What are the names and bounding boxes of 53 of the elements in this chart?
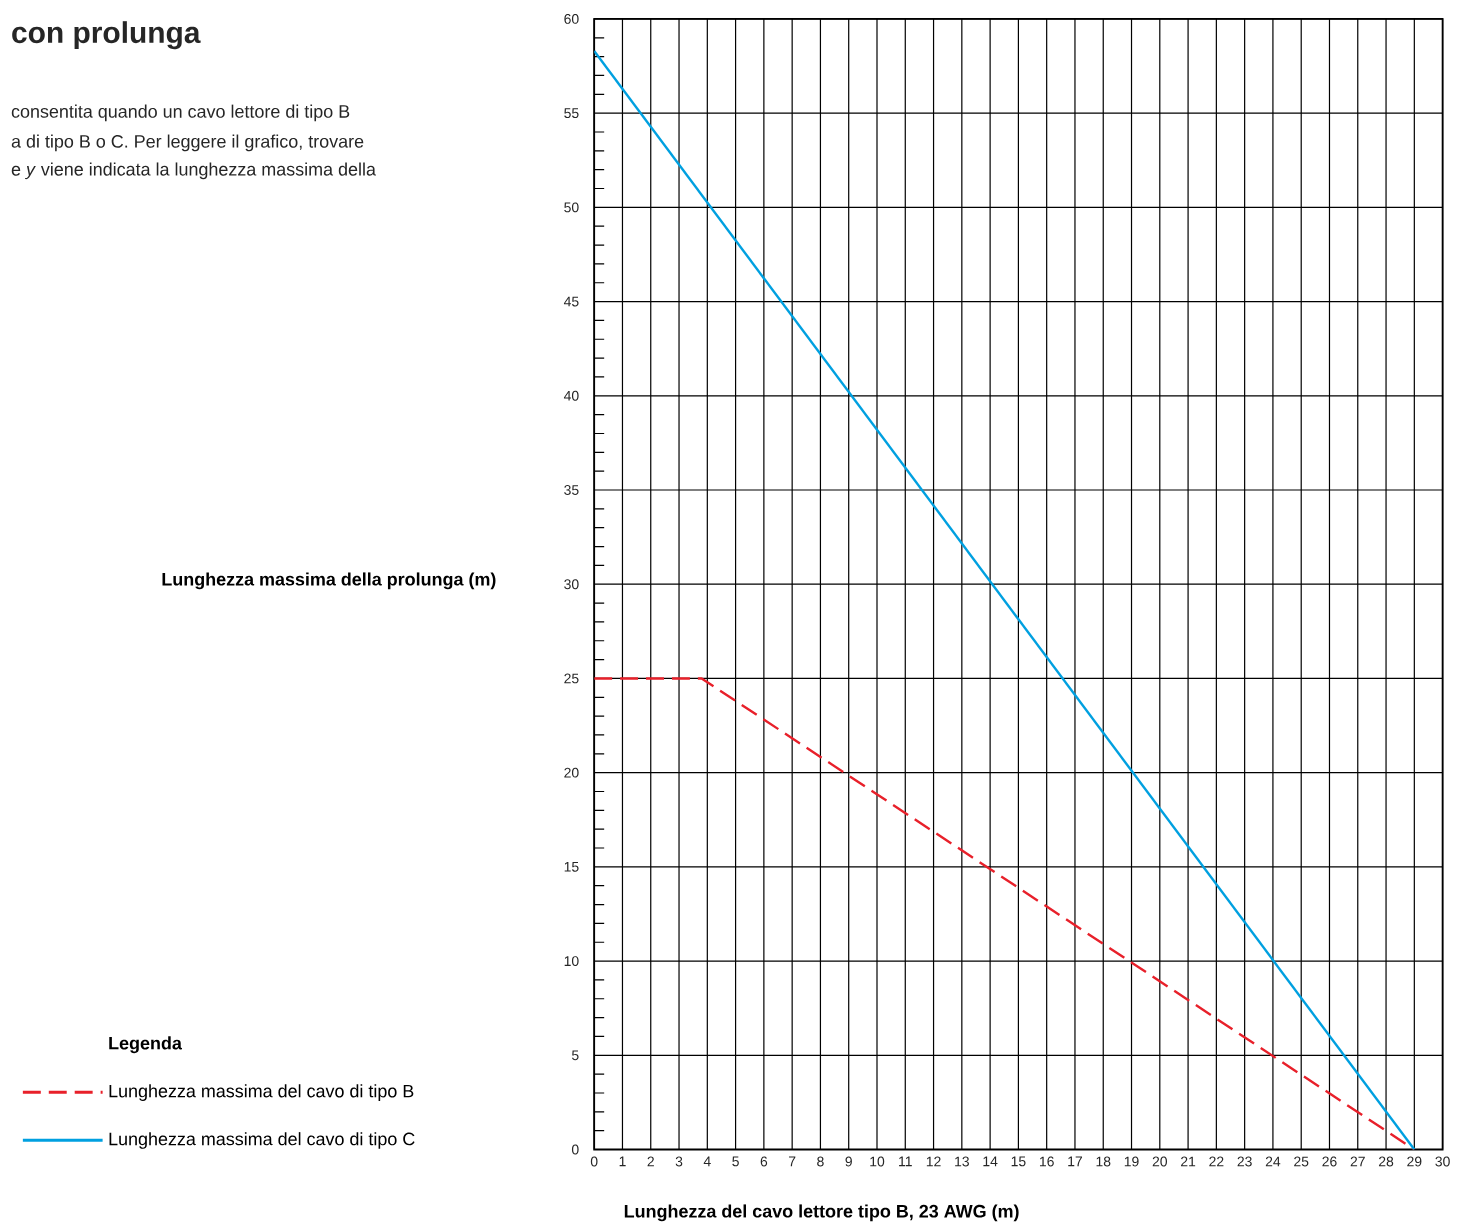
x-tick-label: 26 — [1322, 1156, 1337, 1167]
x-tick-label: 22 — [1209, 1156, 1224, 1167]
x-tick-label: 17 — [1068, 1156, 1083, 1167]
y-tick-label: 55 — [564, 108, 579, 119]
y-tick-label: 30 — [564, 579, 579, 590]
x-tick-label: 3 — [675, 1156, 683, 1167]
x-tick-label: 12 — [926, 1156, 941, 1167]
y-axis-title: Lunghezza massima della prolunga (m) — [162, 572, 496, 590]
x-tick-label: 6 — [760, 1156, 768, 1167]
x-tick-label: 19 — [1124, 1156, 1139, 1167]
y-tick-label: 35 — [564, 485, 579, 495]
x-tick-label: 14 — [983, 1156, 998, 1167]
x-tick-label: 11 — [899, 1156, 912, 1167]
y-tick-label: 60 — [564, 14, 579, 24]
x-tick-label: 21 — [1181, 1156, 1196, 1167]
y-tick-label: 10 — [564, 956, 579, 967]
x-axis-title: Lunghezza del cavo lettore tipo B, 23 AWG (m) — [624, 1204, 1019, 1222]
x-tick-label: 24 — [1265, 1156, 1281, 1167]
legend-label: Lunghezza massima del cavo di tipo B — [109, 1084, 414, 1102]
y-tick-label: 40 — [563, 390, 579, 401]
x-tick-label: 23 — [1237, 1156, 1252, 1167]
y-tick-label: 50 — [564, 202, 579, 213]
x-tick-label: 25 — [1294, 1156, 1309, 1167]
x-tick-label: 28 — [1378, 1156, 1394, 1167]
x-tick-label: 8 — [817, 1156, 824, 1167]
text: a di tipo B o C. Per leggere il grafico, trovare — [11, 134, 364, 152]
y-tick-label: 0 — [571, 1144, 579, 1155]
x-tick-label: 9 — [845, 1156, 852, 1167]
text: consentita quando un cavo lettore di tipo B — [11, 104, 350, 122]
x-tick-label: 18 — [1096, 1156, 1111, 1167]
y-tick-label: 45 — [563, 296, 579, 307]
x-tick-label: 4 — [703, 1156, 711, 1167]
x-tick-label: 16 — [1039, 1156, 1054, 1167]
x-tick-label: 29 — [1407, 1156, 1422, 1167]
text: e y viene indicata la lunghezza massima della — [11, 162, 376, 180]
x-tick-label: 27 — [1350, 1156, 1365, 1167]
legend-label: Lunghezza massima del cavo di tipo C — [109, 1132, 415, 1149]
x-tick-label: 5 — [732, 1156, 739, 1167]
x-tick-label: 1 — [619, 1156, 626, 1167]
x-tick-label: 10 — [870, 1156, 885, 1167]
text: con prolunga — [12, 21, 201, 50]
x-tick-label: 20 — [1152, 1156, 1168, 1167]
y-tick-label: 25 — [564, 673, 579, 684]
x-tick-label: 30 — [1435, 1156, 1450, 1167]
x-tick-label: 7 — [788, 1156, 796, 1167]
y-tick-label: 5 — [571, 1050, 579, 1061]
y-tick-label: 20 — [564, 767, 579, 778]
x-tick-label: 2 — [647, 1156, 654, 1167]
y-tick-label: 15 — [564, 862, 579, 872]
x-tick-label: 13 — [955, 1156, 969, 1167]
legend-title: Legenda — [109, 1036, 183, 1054]
x-tick-label: 15 — [1011, 1156, 1026, 1167]
x-tick-label: 0 — [590, 1156, 598, 1167]
